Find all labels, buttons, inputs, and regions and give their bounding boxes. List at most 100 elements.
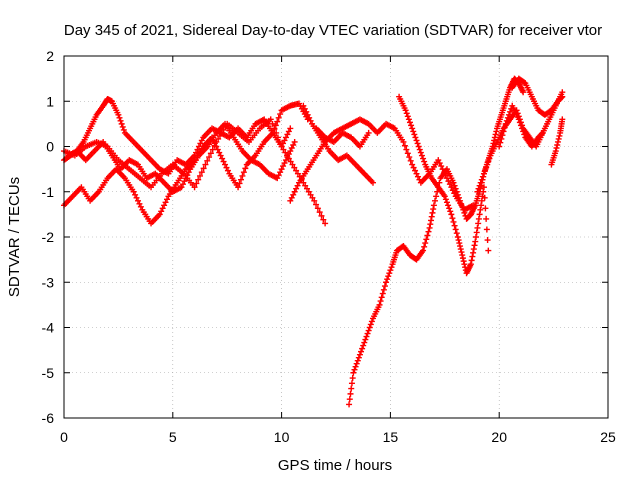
data-point bbox=[206, 154, 213, 161]
data-point bbox=[452, 226, 459, 233]
data-point bbox=[477, 206, 484, 213]
data-point bbox=[287, 158, 294, 165]
data-point bbox=[274, 134, 281, 141]
data-point bbox=[486, 155, 493, 162]
data-point bbox=[198, 137, 205, 144]
data-point bbox=[492, 131, 499, 138]
data-point bbox=[424, 232, 431, 239]
data-point bbox=[219, 155, 226, 162]
data-point bbox=[130, 188, 137, 195]
data-point bbox=[445, 178, 452, 185]
data-point bbox=[193, 180, 200, 187]
data-point bbox=[185, 169, 192, 176]
ticks-layer: 0 5 10 15 20 25 -6 -5 -4 -3 -2 -1 0 1 2 bbox=[42, 48, 616, 445]
data-point bbox=[378, 294, 385, 301]
data-point bbox=[404, 150, 411, 157]
data-point bbox=[366, 324, 373, 331]
data-point bbox=[403, 146, 410, 153]
data-point bbox=[452, 185, 459, 192]
data-point bbox=[499, 132, 506, 139]
data-point bbox=[282, 157, 289, 164]
data-point bbox=[515, 116, 522, 123]
data-point bbox=[412, 134, 419, 141]
data-point bbox=[365, 327, 372, 334]
data-point bbox=[291, 188, 298, 195]
data-point bbox=[352, 363, 359, 370]
series-8 bbox=[396, 93, 492, 277]
data-point bbox=[351, 366, 358, 373]
data-point bbox=[475, 215, 482, 222]
data-point bbox=[420, 155, 427, 162]
data-point bbox=[558, 94, 565, 101]
data-point bbox=[280, 140, 287, 147]
series-11 bbox=[548, 116, 566, 168]
data-point bbox=[420, 247, 427, 254]
data-point bbox=[288, 145, 295, 152]
data-point bbox=[200, 165, 207, 172]
data-point bbox=[401, 142, 408, 149]
data-point bbox=[309, 194, 316, 201]
x-tick-label: 10 bbox=[274, 429, 290, 445]
series-12 bbox=[496, 102, 546, 150]
data-point bbox=[405, 116, 412, 123]
data-point bbox=[386, 270, 393, 277]
data-point bbox=[162, 199, 169, 206]
data-point bbox=[485, 247, 492, 254]
data-point bbox=[470, 249, 477, 256]
data-point bbox=[291, 138, 298, 145]
data-point bbox=[293, 167, 300, 174]
data-point bbox=[475, 185, 482, 192]
data-point bbox=[359, 345, 366, 352]
series-5 bbox=[300, 102, 376, 186]
data-point bbox=[347, 390, 354, 397]
y-tick-label: 2 bbox=[46, 48, 54, 64]
data-point bbox=[478, 176, 485, 183]
data-point bbox=[274, 175, 281, 182]
data-point bbox=[159, 205, 166, 212]
data-point bbox=[307, 191, 314, 198]
data-point bbox=[385, 273, 392, 280]
data-point bbox=[432, 197, 439, 204]
data-point bbox=[425, 228, 432, 235]
data-point bbox=[447, 208, 454, 215]
data-point bbox=[436, 160, 443, 167]
data-point bbox=[457, 246, 464, 253]
series-1 bbox=[61, 125, 294, 227]
series-3 bbox=[65, 120, 298, 195]
data-point bbox=[470, 246, 477, 253]
chart-title: Day 345 of 2021, Sidereal Day-to-day VTE… bbox=[64, 22, 602, 39]
y-axis-title: SDTVAR / TECUs bbox=[6, 177, 23, 297]
data-point bbox=[480, 170, 487, 177]
data-point bbox=[498, 135, 505, 142]
data-point bbox=[290, 141, 297, 148]
data-point bbox=[284, 154, 291, 161]
data-point bbox=[477, 179, 484, 186]
data-point bbox=[442, 196, 449, 203]
data-point bbox=[163, 196, 170, 203]
data-point bbox=[314, 205, 321, 212]
data-point bbox=[217, 152, 224, 159]
data-point bbox=[433, 193, 440, 200]
data-point bbox=[416, 146, 423, 153]
data-point bbox=[468, 257, 475, 264]
x-tick-label: 20 bbox=[491, 429, 507, 445]
data-point bbox=[412, 167, 419, 174]
data-point bbox=[355, 354, 362, 361]
data-point bbox=[476, 211, 483, 218]
data-point bbox=[404, 113, 411, 120]
data-point bbox=[559, 93, 566, 100]
data-point bbox=[381, 283, 388, 290]
data-point bbox=[290, 191, 297, 198]
y-tick-label: 1 bbox=[46, 93, 54, 109]
x-tick-label: 25 bbox=[600, 429, 616, 445]
data-point bbox=[211, 142, 218, 149]
data-point bbox=[415, 143, 422, 150]
data-point bbox=[281, 137, 288, 144]
data-point bbox=[458, 200, 465, 207]
data-point bbox=[422, 240, 429, 247]
data-point bbox=[191, 184, 198, 191]
data-point bbox=[362, 336, 369, 343]
data-point bbox=[483, 215, 490, 222]
data-point bbox=[275, 114, 282, 121]
data-point bbox=[493, 128, 500, 135]
